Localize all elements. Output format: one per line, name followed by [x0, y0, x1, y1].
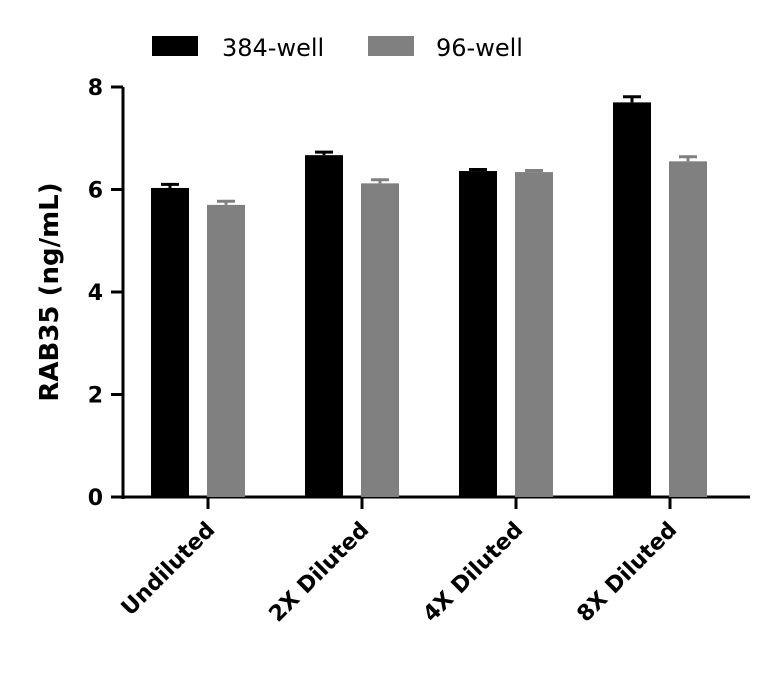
bar-384-well-Undiluted	[151, 187, 189, 497]
axes	[111, 85, 750, 509]
bars	[151, 102, 707, 498]
x-tick-label-0: Undiluted	[117, 518, 220, 621]
bar-384-well-2X-Diluted	[305, 155, 343, 497]
bar-384-well-4X-Diluted	[459, 171, 497, 498]
x-tick-label-2: 4X Diluted	[419, 518, 529, 628]
bar-96-well-Undiluted	[207, 204, 245, 497]
error-bars	[161, 95, 697, 205]
x-tick-label-3: 8X Diluted	[573, 518, 683, 628]
legend-label-96-well: 96-well	[436, 34, 523, 62]
legend-swatch-384-well	[152, 36, 198, 56]
y-tick-label-6: 6	[88, 179, 103, 204]
legend-swatch-96-well	[368, 36, 414, 56]
y-tick-label-0: 0	[88, 486, 103, 511]
bar-384-well-8X-Diluted	[613, 102, 651, 497]
y-tick-label-8: 8	[88, 76, 103, 101]
legend-label-384-well: 384-well	[222, 34, 324, 62]
bar-96-well-8X-Diluted	[669, 161, 707, 497]
x-tick-label-1: 2X Diluted	[265, 518, 375, 628]
y-tick-label-2: 2	[88, 384, 103, 409]
bar-96-well-4X-Diluted	[515, 172, 553, 497]
y-tick-label-4: 4	[88, 281, 103, 306]
legend: 384-well 96-well	[152, 34, 523, 62]
y-axis-title: RAB35 (ng/mL)	[35, 182, 65, 401]
bar-96-well-2X-Diluted	[361, 183, 399, 497]
